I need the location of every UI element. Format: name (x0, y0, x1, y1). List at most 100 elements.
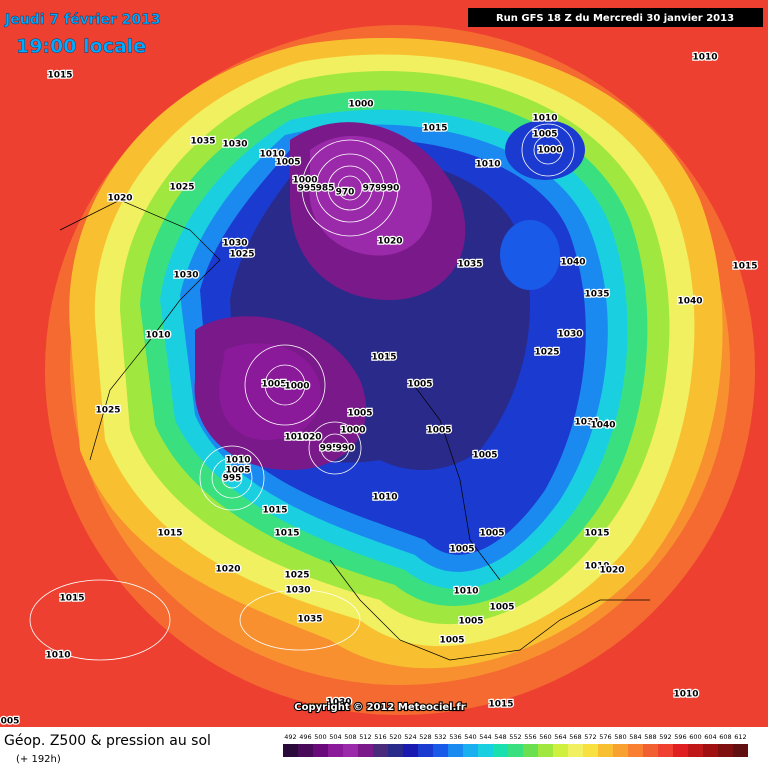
scale-swatch (658, 744, 673, 757)
isobar-label: 1010 (532, 114, 557, 124)
isobar-label: 1005 (458, 617, 483, 627)
scale-swatch (478, 744, 493, 757)
isobar-label: 1005 (439, 636, 464, 646)
isobar-label: 1015 (262, 506, 287, 516)
scale-label: 576 (599, 733, 611, 741)
isobar-label: 1025 (534, 348, 559, 358)
scale-swatch (358, 744, 373, 757)
isobar-label: 1015 (422, 124, 447, 134)
isobar-label: 1025 (284, 571, 309, 581)
scale-label: 520 (389, 733, 401, 741)
legend-lead: (+ 192h) (16, 754, 61, 765)
isobar-label: 1025 (229, 250, 254, 260)
scale-swatch (328, 744, 343, 757)
scale-label: 572 (584, 733, 596, 741)
scale-swatch (598, 744, 613, 757)
isobar-label: 1010 (45, 651, 70, 661)
time: 19:00 locale (16, 36, 146, 58)
isobar-label: 1015 (59, 594, 84, 604)
isobar-label: 990 (336, 444, 355, 454)
scale-label: 536 (449, 733, 461, 741)
isobar-label: 1035 (457, 260, 482, 270)
scale-label: 548 (494, 733, 506, 741)
scale-swatch (493, 744, 508, 757)
isobar-label: 1020 (107, 194, 132, 204)
isobar-label: 1000 (284, 382, 309, 392)
scale-swatch (388, 744, 403, 757)
scale-label: 608 (719, 733, 731, 741)
scale-label: 552 (509, 733, 521, 741)
scale-swatch (313, 744, 328, 757)
scale-label: 496 (299, 733, 311, 741)
isobar-label: 1010 (692, 53, 717, 63)
isobar-label: 1000 (348, 100, 373, 110)
scale-label: 584 (629, 733, 641, 741)
isobar-label: 1025 (95, 406, 120, 416)
legend-title: Géop. Z500 & pression au sol (4, 733, 211, 749)
scale-swatch (373, 744, 388, 757)
scale-swatch (343, 744, 358, 757)
isobar-label: 1015 (732, 262, 757, 272)
isobar-label: 1005 (489, 603, 514, 613)
scale-label: 544 (479, 733, 491, 741)
scale-swatch (568, 744, 583, 757)
isobar-label: 1005 (472, 451, 497, 461)
isobar-label: 1000 (537, 146, 562, 156)
scale-swatch (403, 744, 418, 757)
scale-swatch (523, 744, 538, 757)
scale-label: 528 (419, 733, 431, 741)
scale-swatch (613, 744, 628, 757)
isobar-label: 1035 (297, 615, 322, 625)
scale-label: 604 (704, 733, 716, 741)
isobar-label: 1005 (426, 426, 451, 436)
scale-label: 612 (734, 733, 746, 741)
isobar-label: 1015 (157, 529, 182, 539)
scale-swatch (433, 744, 448, 757)
isobar-label: 1015 (47, 71, 72, 81)
isobar-label: 1005 (347, 409, 372, 419)
scale-label: 492 (284, 733, 296, 741)
isobar-label: 1010 (475, 160, 500, 170)
isobar-label: 1005 (225, 466, 250, 476)
isobar-label: 1040 (560, 258, 585, 268)
isobar-label: 1030 (173, 271, 198, 281)
isobar-label: 995 (298, 184, 317, 194)
isobar-label: 979 (363, 184, 382, 194)
scale-swatch (673, 744, 688, 757)
isobar-label: 995 (320, 444, 339, 454)
isobar-label: 1020 (215, 565, 240, 575)
isobar-label: 1030 (222, 239, 247, 249)
isobar-label: 1010 (372, 493, 397, 503)
isobar-label: 1010 (673, 690, 698, 700)
isobar-label: 1030 (285, 586, 310, 596)
scale-label: 512 (359, 733, 371, 741)
isobar-label: 1030 (557, 330, 582, 340)
scale-swatch (733, 744, 748, 757)
isobar-label: 1025 (169, 183, 194, 193)
isobar-label: 1015 (274, 529, 299, 539)
scale-swatch (418, 744, 433, 757)
isobar-label: 1015 (584, 529, 609, 539)
scale-swatch (628, 744, 643, 757)
scale-swatch (688, 744, 703, 757)
scale-label: 540 (464, 733, 476, 741)
isobar-label: 1000 (292, 176, 317, 186)
scale-label: 524 (404, 733, 416, 741)
isobar-label: 1005 (261, 380, 286, 390)
scale-label: 568 (569, 733, 581, 741)
isobar-label: 990 (381, 184, 400, 194)
scale-swatch (538, 744, 553, 757)
scale-swatch (703, 744, 718, 757)
scale-label: 556 (524, 733, 536, 741)
scale-label: 560 (539, 733, 551, 741)
scale-swatch (463, 744, 478, 757)
scale-label: 508 (344, 733, 356, 741)
isobar-label: 1030 (222, 140, 247, 150)
isobar-label: 1030 (326, 698, 351, 708)
scale-swatch (448, 744, 463, 757)
scale-swatch (298, 744, 313, 757)
scale-label: 588 (644, 733, 656, 741)
scale-swatch (718, 744, 733, 757)
scale-swatch (508, 744, 523, 757)
